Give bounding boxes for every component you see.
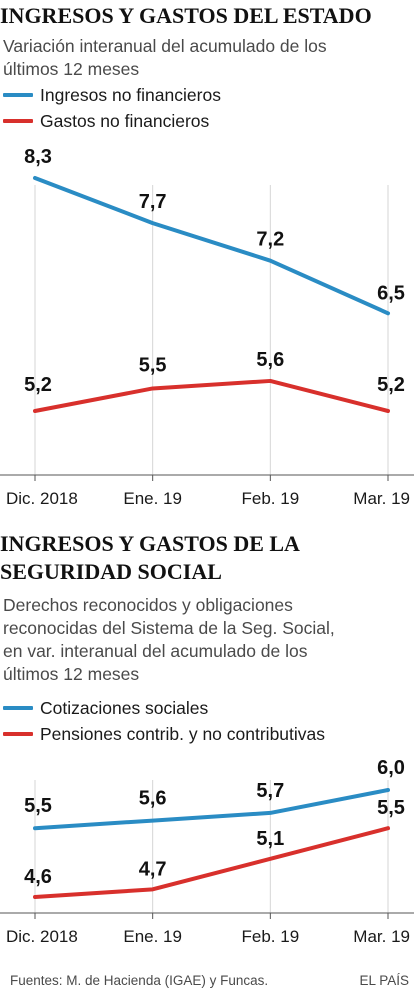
x-tick-label: Ene. 19: [123, 927, 182, 946]
brand-logo: EL PAÍS: [359, 973, 409, 988]
data-label: 5,2: [24, 374, 52, 396]
chart2-title-line-2: SEGURIDAD SOCIAL: [0, 559, 222, 584]
chart2-title: INGRESOS Y GASTOS DE LA SEGURIDAD SOCIAL: [0, 530, 300, 586]
chart1-plot: Dic. 2018 Ene. 19 Feb. 19 Mar. 19 8,3 7,7 7,2 6…: [0, 146, 414, 508]
chart2-subtitle-line-3: en var. interanual del acumulado de los: [3, 641, 308, 661]
data-label: 4,6: [24, 866, 52, 888]
data-label: 5,6: [139, 788, 167, 810]
chart1-subtitle: Variación interanual del acumulado de lo…: [3, 35, 327, 81]
legend-swatch-red: [3, 732, 33, 736]
data-label: 5,5: [377, 797, 405, 819]
chart2-legend-label-cotizaciones: Cotizaciones sociales: [40, 697, 209, 718]
series-line-1: [33, 788, 390, 831]
series-line-2: [33, 378, 390, 413]
chart2-title-line-1: INGRESOS Y GASTOS DE LA: [0, 531, 300, 556]
chart2-legend: Cotizaciones sociales Pensiones contrib.…: [3, 695, 325, 747]
data-label: 5,1: [256, 828, 284, 850]
chart1-subtitle-line-2: últimos 12 meses: [3, 59, 140, 79]
chart2-legend-item-pensiones: Pensiones contrib. y no contributivas: [3, 721, 325, 747]
chart1-legend-label-ingresos: Ingresos no financieros: [40, 84, 221, 105]
x-tick-label: Feb. 19: [242, 927, 300, 946]
chart2-subtitle: Derechos reconocidos y obligaciones reco…: [3, 594, 335, 686]
x-tick-label: Mar. 19: [353, 489, 410, 508]
chart1-legend-item-gastos: Gastos no financieros: [3, 108, 221, 134]
data-label: 5,5: [139, 354, 167, 376]
x-tick-label: Feb. 19: [242, 489, 300, 508]
data-label: 5,6: [256, 349, 284, 371]
chart1-legend-label-gastos: Gastos no financieros: [40, 110, 210, 131]
chart1-legend-item-ingresos: Ingresos no financieros: [3, 82, 221, 108]
chart2-legend-label-pensiones: Pensiones contrib. y no contributivas: [40, 723, 326, 744]
x-tick-label: Ene. 19: [123, 489, 182, 508]
data-label: 5,5: [24, 795, 52, 817]
data-label: 5,2: [377, 374, 405, 396]
legend-swatch-blue: [3, 706, 33, 710]
series-line-2: [33, 826, 390, 899]
data-label: 7,2: [256, 229, 284, 251]
chart1-subtitle-line-1: Variación interanual del acumulado de lo…: [3, 36, 327, 56]
x-tick-label: Mar. 19: [353, 927, 410, 946]
chart1-title: INGRESOS Y GASTOS DEL ESTADO: [0, 3, 372, 28]
chart2-subtitle-line-1: Derechos reconocidos y obligaciones: [3, 595, 293, 615]
chart2-legend-item-cotizaciones: Cotizaciones sociales: [3, 695, 325, 721]
legend-swatch-blue: [3, 93, 33, 97]
chart2-subtitle-line-2: reconocidas del Sistema de la Seg. Socia…: [3, 618, 335, 638]
data-label: 6,5: [377, 282, 405, 304]
source-note: Fuentes: M. de Hacienda (IGAE) y Funcas.: [10, 973, 269, 988]
data-label: 6,0: [377, 757, 405, 779]
x-tick-label: Dic. 2018: [6, 489, 78, 508]
x-tick-label: Dic. 2018: [6, 927, 78, 946]
data-label: 4,7: [139, 858, 167, 880]
chart2-plot: Dic. 2018 Ene. 19 Feb. 19 Mar. 19 5,5 5,6 5,7 6…: [0, 757, 414, 946]
data-label: 5,7: [256, 780, 284, 802]
legend-swatch-red: [3, 119, 33, 123]
chart1-legend: Ingresos no financieros Gastos no financ…: [3, 82, 221, 134]
series-line-1: [33, 176, 390, 316]
data-label: 8,3: [24, 146, 52, 168]
chart2-subtitle-line-4: últimos 12 meses: [3, 664, 140, 684]
data-label: 7,7: [139, 191, 167, 213]
